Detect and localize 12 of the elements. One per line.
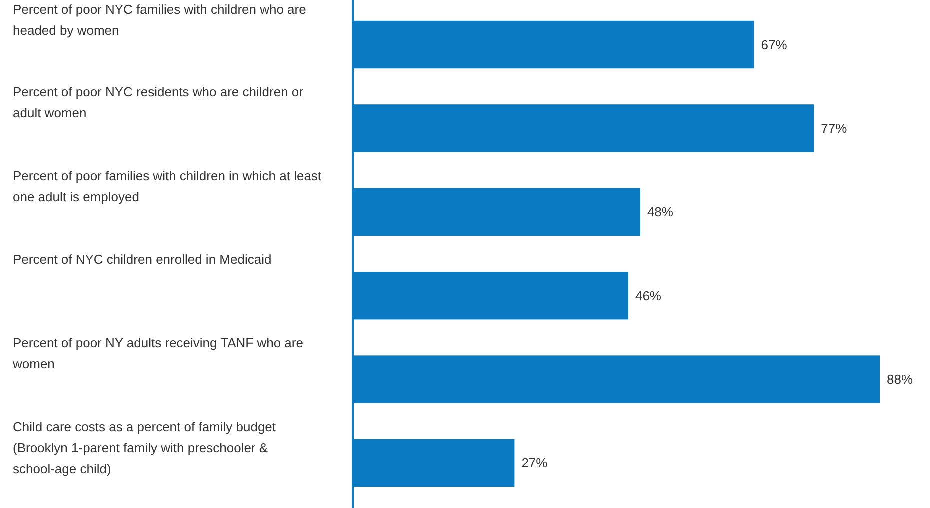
data-label: 88% xyxy=(887,372,914,388)
y-tick-label: Percent of poor NYC families with children who are headed by women xyxy=(13,2,306,38)
data-label: 46% xyxy=(635,288,662,304)
y-tick-label: Percent of NYC children enrolled in Medicaid xyxy=(13,252,272,267)
data-label: 27% xyxy=(522,456,548,471)
y-tick-label: Percent of poor NY adults receiving TANF who are women xyxy=(12,336,304,372)
data-label: 77% xyxy=(821,120,848,136)
y-tick-label: Percent of poor NYC residents who are children or adult women xyxy=(13,84,304,121)
data-label: 67% xyxy=(761,37,788,52)
y-tick-label: Child care costs as a percent of family budget (Brooklyn 1-parent family with preschooler & school-age child) xyxy=(13,419,276,476)
y-tick-label: Percent of poor families with children in which at least one adult is employed xyxy=(13,168,322,204)
data-label: 48% xyxy=(647,204,674,220)
